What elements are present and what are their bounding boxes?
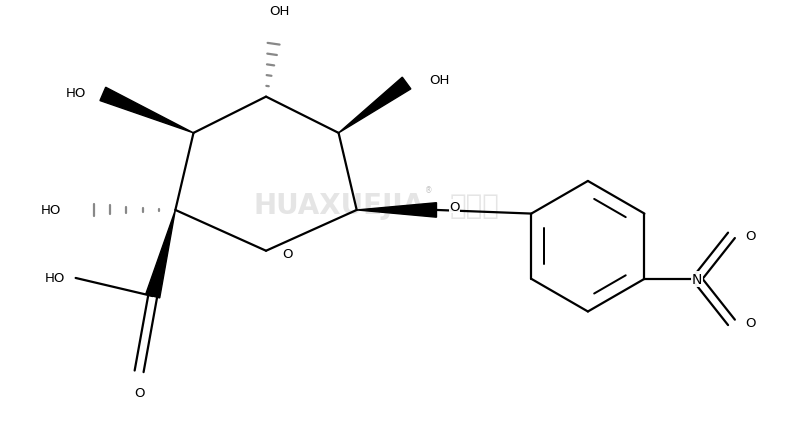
Text: N: N (692, 272, 702, 286)
Text: HO: HO (41, 204, 61, 217)
Text: O: O (282, 247, 293, 260)
Text: O: O (745, 316, 755, 329)
Text: HO: HO (66, 86, 87, 99)
Polygon shape (145, 211, 176, 298)
Text: HUAXUEJIA: HUAXUEJIA (253, 192, 424, 220)
Text: OH: OH (429, 74, 450, 87)
Text: OH: OH (270, 5, 290, 18)
Polygon shape (100, 88, 193, 134)
Text: O: O (134, 386, 145, 399)
Text: HO: HO (45, 272, 64, 285)
Polygon shape (339, 78, 411, 134)
Text: 化学加: 化学加 (450, 192, 499, 220)
Text: O: O (745, 230, 755, 242)
Text: O: O (449, 200, 460, 213)
Polygon shape (357, 203, 436, 218)
Text: ®: ® (425, 186, 433, 195)
